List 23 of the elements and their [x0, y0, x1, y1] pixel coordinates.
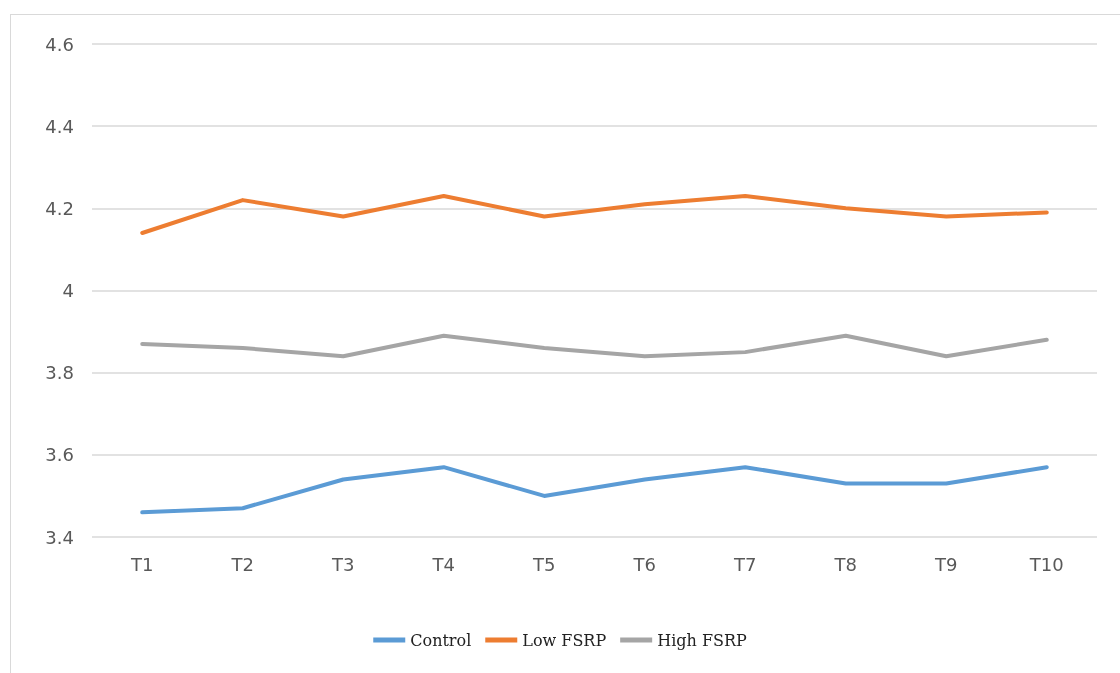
- line-series: [140, 194, 1049, 235]
- y-tick-label: 4.4: [45, 115, 74, 137]
- x-tick-label: T5: [532, 553, 556, 575]
- y-tick-label: 3.6: [45, 444, 74, 466]
- x-tick-label: T2: [230, 553, 254, 575]
- legend-label: Low FSRP: [522, 630, 607, 650]
- x-tick-label: T3: [331, 553, 355, 575]
- x-tick-label: T6: [632, 553, 656, 575]
- legend-label: High FSRP: [657, 630, 747, 650]
- line-series: [140, 465, 1049, 515]
- line-series: [140, 333, 1049, 359]
- x-tick-label: T1: [130, 553, 154, 575]
- y-tick-label: 4.2: [45, 197, 74, 219]
- y-tick-label: 4.6: [45, 33, 74, 55]
- legend-label: Control: [410, 630, 472, 650]
- x-tick-label: T4: [431, 553, 455, 575]
- y-tick-label: 3.8: [45, 362, 74, 384]
- x-tick-label: T8: [833, 553, 857, 575]
- x-tick-label: T7: [733, 553, 757, 575]
- x-tick-label: T9: [934, 553, 958, 575]
- y-tick-label: 4: [62, 280, 74, 301]
- y-tick-label: 3.4: [45, 526, 74, 548]
- x-tick-label: T10: [1028, 553, 1064, 575]
